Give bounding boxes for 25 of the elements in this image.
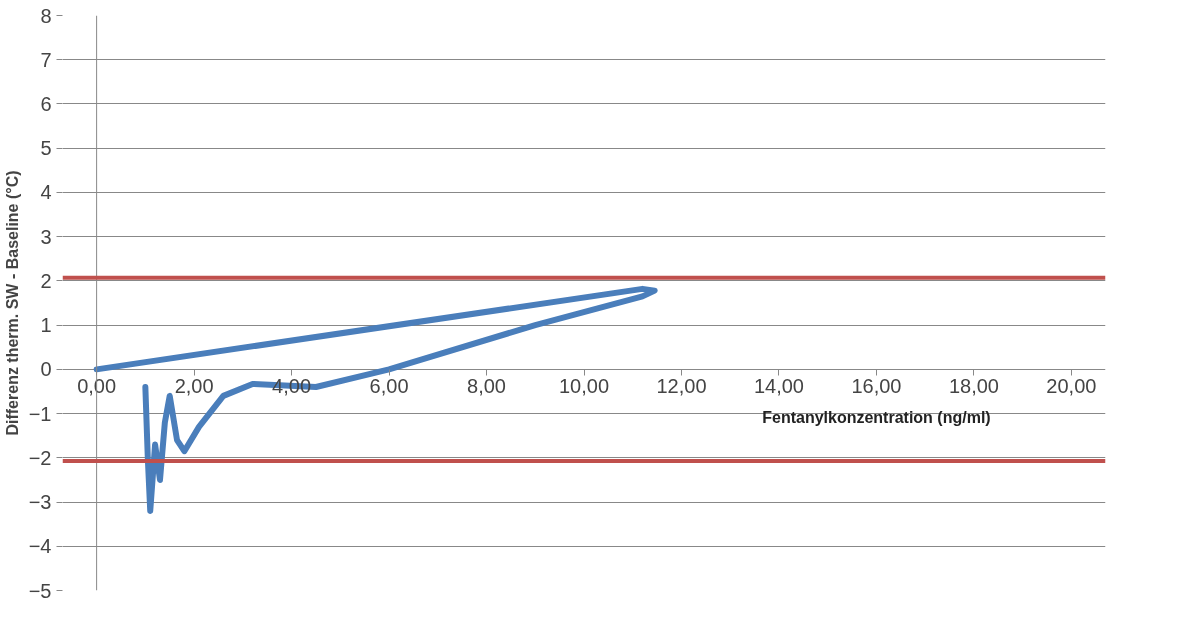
x-tick-label: 14,00 [753,375,804,398]
x-tick-label: 8,00 [467,375,506,398]
x-tick-label: 16,00 [851,375,902,398]
y-tick-label: 2 [40,269,52,292]
y-tick-label: −1 [28,402,52,425]
x-tick-label: 2,00 [174,375,214,398]
x-tick-label: 20,00 [1046,375,1097,398]
y-tick-label: −4 [28,535,52,558]
y-tick-label: 4 [40,181,52,204]
x-tick-label: 10,00 [558,375,610,398]
y-tick-label: −5 [28,579,52,602]
y-tick-label: 0 [40,358,52,381]
y-tick-label: −3 [28,491,52,514]
y-tick-label: 3 [40,225,52,248]
y-tick-label: −2 [28,446,52,469]
y-tick-label: 5 [40,137,52,160]
y-axis-title: Differenz therm. SW - Baseline (°C) [3,170,21,436]
x-tick-label: 6,00 [369,375,409,398]
y-tick-label: 8 [40,4,52,27]
x-tick-label: 12,00 [656,375,707,398]
y-tick-label: 7 [40,48,52,71]
x-tick-label: 18,00 [948,375,999,398]
y-tick-label: 1 [40,314,52,337]
y-tick-label: 6 [40,92,52,115]
x-axis-title: Fentanylkonzentration (ng/ml) [762,409,991,427]
